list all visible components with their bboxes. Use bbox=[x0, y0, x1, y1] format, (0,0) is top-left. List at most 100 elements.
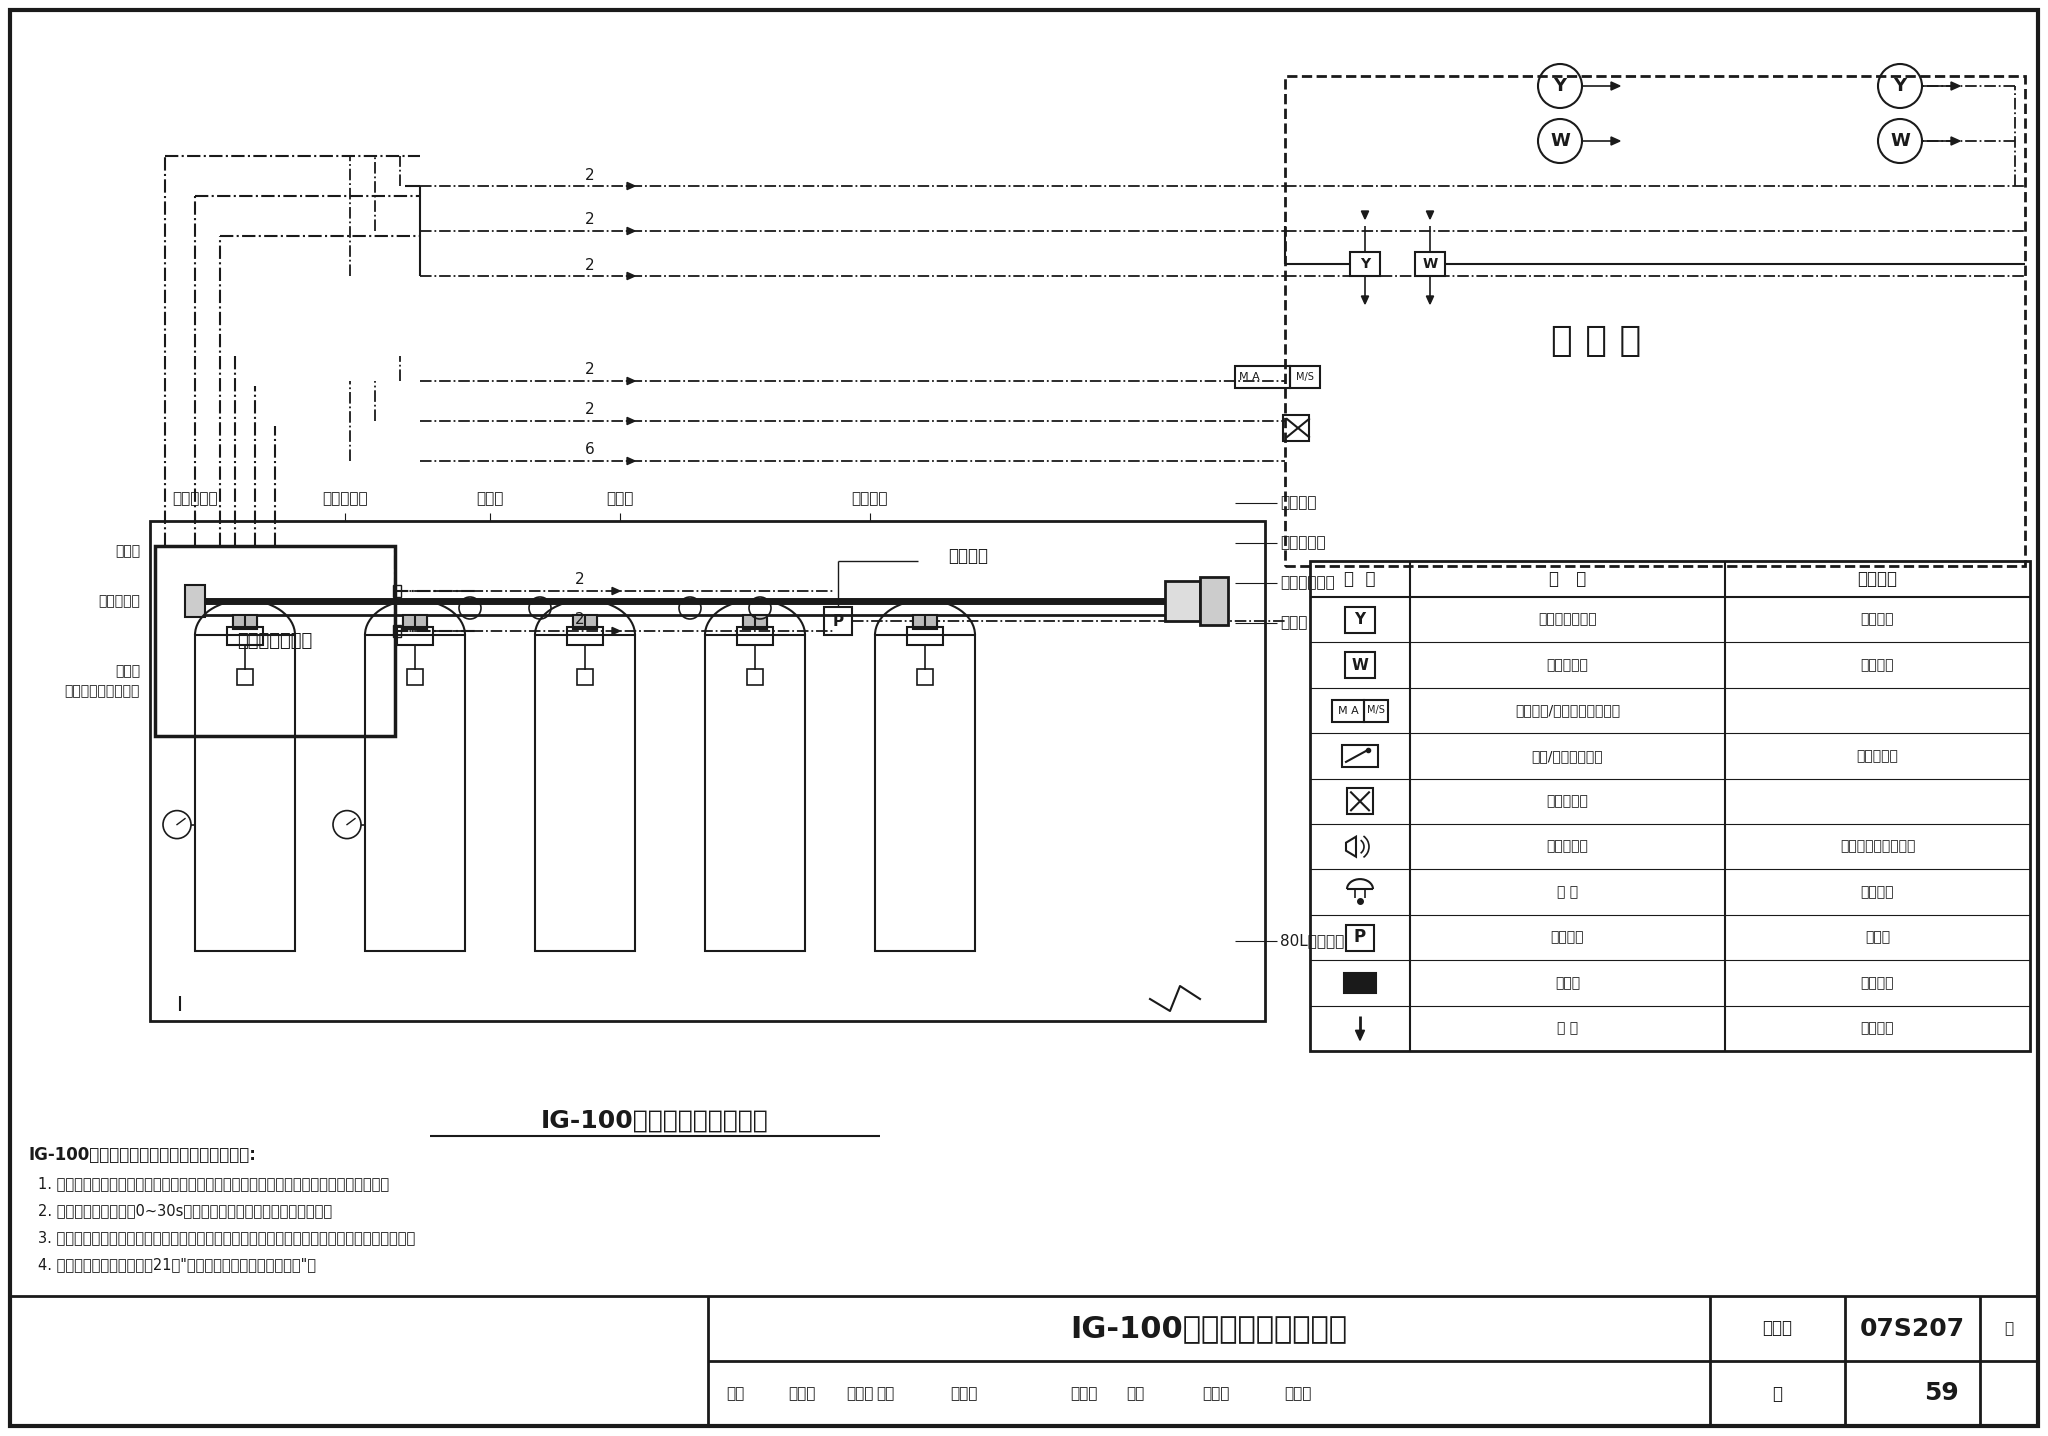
Bar bbox=[227, 628, 262, 645]
Text: 党宏伟: 党宏伟 bbox=[1202, 1386, 1229, 1402]
Text: 集流管尾盖: 集流管尾盖 bbox=[172, 491, 217, 507]
Polygon shape bbox=[1356, 1030, 1364, 1040]
Polygon shape bbox=[627, 418, 635, 425]
Text: 59: 59 bbox=[1925, 1381, 1958, 1406]
Text: 防护区内: 防护区内 bbox=[1862, 658, 1894, 672]
Polygon shape bbox=[627, 227, 635, 234]
Polygon shape bbox=[1952, 82, 1960, 90]
Bar bbox=[1415, 251, 1446, 276]
Text: 1. 气体灭火控制盘在接收到感温和感烟两个独立的报警信号后，声、光报警器自动报警。: 1. 气体灭火控制盘在接收到感温和感烟两个独立的报警信号后，声、光报警器自动报警… bbox=[39, 1176, 389, 1190]
Text: 页: 页 bbox=[2005, 1321, 2013, 1335]
Text: 2. 气体灭火控制盘经过0~30s延迟，发出电信号驱动灭火剂主钢瓶。: 2. 气体灭火控制盘经过0~30s延迟，发出电信号驱动灭火剂主钢瓶。 bbox=[39, 1203, 332, 1218]
Bar bbox=[1348, 788, 1372, 814]
Bar bbox=[874, 635, 975, 951]
Bar bbox=[748, 669, 764, 685]
Text: 集流管: 集流管 bbox=[606, 491, 633, 507]
Text: 2: 2 bbox=[575, 613, 586, 628]
Text: 储瓶架: 储瓶架 bbox=[115, 544, 139, 559]
Bar bbox=[907, 628, 942, 645]
Bar bbox=[823, 607, 852, 635]
Text: 光电感烟探测器: 光电感烟探测器 bbox=[1538, 613, 1597, 626]
Text: 气体灭火控制盘: 气体灭火控制盘 bbox=[238, 632, 313, 651]
Text: P: P bbox=[831, 613, 844, 629]
Text: 喷 嘴: 喷 嘴 bbox=[1556, 1021, 1579, 1035]
Bar bbox=[567, 628, 602, 645]
Text: 防护区内: 防护区内 bbox=[1862, 1021, 1894, 1035]
Text: 80L氮气储瓶: 80L氮气储瓶 bbox=[1280, 933, 1343, 949]
Text: 3. 主钢瓶气动启动附属钢瓶，并驱动管网上的压力开关，压力开关反馈信号给气体灭火控制盘。: 3. 主钢瓶气动启动附属钢瓶，并驱动管网上的压力开关，压力开关反馈信号给气体灭火… bbox=[39, 1231, 416, 1245]
Bar bbox=[150, 521, 1266, 1021]
Text: IG-100单元独立系统原理图: IG-100单元独立系统原理图 bbox=[1071, 1314, 1348, 1343]
Polygon shape bbox=[1362, 296, 1368, 304]
Text: 设计: 设计 bbox=[1126, 1386, 1145, 1402]
Bar bbox=[743, 615, 768, 629]
Text: 电动启动阀: 电动启动阀 bbox=[1280, 536, 1325, 550]
Polygon shape bbox=[627, 273, 635, 280]
Text: W: W bbox=[1890, 132, 1911, 149]
Text: 名   称: 名 称 bbox=[1548, 570, 1585, 587]
Polygon shape bbox=[627, 458, 635, 465]
Text: 2: 2 bbox=[586, 213, 594, 227]
Bar bbox=[1346, 652, 1374, 678]
Bar bbox=[1350, 251, 1380, 276]
Text: M/S: M/S bbox=[1368, 705, 1384, 715]
Bar bbox=[535, 635, 635, 951]
Text: （带低压报警开关）: （带低压报警开关） bbox=[66, 684, 139, 698]
Text: 止回阀: 止回阀 bbox=[477, 491, 504, 507]
Polygon shape bbox=[1612, 136, 1620, 145]
Text: 2: 2 bbox=[586, 257, 594, 273]
Text: 压力表: 压力表 bbox=[115, 663, 139, 678]
Text: 防护区内: 防护区内 bbox=[1862, 976, 1894, 989]
Text: 2: 2 bbox=[586, 402, 594, 418]
Bar bbox=[156, 546, 395, 737]
Text: 防护区内: 防护区内 bbox=[1862, 885, 1894, 899]
Text: 防护区内: 防护区内 bbox=[1862, 613, 1894, 626]
Bar bbox=[408, 669, 424, 685]
Text: M A: M A bbox=[1239, 372, 1260, 382]
Bar bbox=[365, 635, 465, 951]
Text: Y: Y bbox=[1894, 78, 1907, 95]
Text: 气动启动阀: 气动启动阀 bbox=[98, 595, 139, 607]
Text: 陶观楚: 陶观楚 bbox=[788, 1386, 815, 1402]
Bar bbox=[1346, 606, 1374, 633]
Bar bbox=[1200, 577, 1229, 625]
Text: 2: 2 bbox=[586, 168, 594, 182]
Text: W: W bbox=[1550, 132, 1571, 149]
Polygon shape bbox=[627, 182, 635, 190]
Text: 图集号: 图集号 bbox=[1763, 1320, 1792, 1337]
Text: 祁心龙: 祁心龙 bbox=[846, 1386, 874, 1402]
Text: 气动启动软管: 气动启动软管 bbox=[1280, 576, 1335, 590]
Text: 设置地点: 设置地点 bbox=[1858, 570, 1898, 587]
Bar bbox=[1311, 561, 2030, 1051]
Text: 审核: 审核 bbox=[725, 1386, 743, 1402]
Bar bbox=[1284, 76, 2025, 566]
Text: Y: Y bbox=[1354, 612, 1366, 628]
Bar bbox=[1165, 582, 1200, 620]
Text: 6: 6 bbox=[586, 442, 594, 458]
Bar bbox=[1346, 925, 1374, 951]
Text: W: W bbox=[1423, 257, 1438, 271]
Text: 压力开关: 压力开关 bbox=[948, 547, 987, 564]
Text: 防护区内、外各一只: 防护区内、外各一只 bbox=[1839, 840, 1915, 853]
Text: W: W bbox=[1352, 658, 1368, 672]
Text: 防火阀: 防火阀 bbox=[1554, 976, 1581, 989]
Bar bbox=[233, 615, 256, 629]
Text: 2: 2 bbox=[586, 362, 594, 378]
Text: Y: Y bbox=[1360, 257, 1370, 271]
Bar bbox=[1282, 415, 1309, 441]
Bar bbox=[393, 584, 401, 597]
Text: 罗定元: 罗定元 bbox=[950, 1386, 977, 1402]
Text: 压力开关: 压力开关 bbox=[1550, 931, 1585, 945]
Text: 防护区门外: 防护区门外 bbox=[1858, 750, 1898, 763]
Bar bbox=[1343, 974, 1376, 992]
Bar bbox=[195, 635, 295, 951]
Text: 07S207: 07S207 bbox=[1860, 1317, 1966, 1340]
Polygon shape bbox=[627, 378, 635, 385]
Text: 警 铃: 警 铃 bbox=[1556, 885, 1579, 899]
Text: IG-100气体灭火单元独立系统自动控制说明:: IG-100气体灭火单元独立系统自动控制说明: bbox=[29, 1146, 256, 1165]
Bar bbox=[397, 628, 432, 645]
Bar bbox=[10, 1297, 2038, 1426]
Bar bbox=[913, 615, 938, 629]
Bar bbox=[918, 669, 934, 685]
Polygon shape bbox=[1425, 296, 1434, 304]
